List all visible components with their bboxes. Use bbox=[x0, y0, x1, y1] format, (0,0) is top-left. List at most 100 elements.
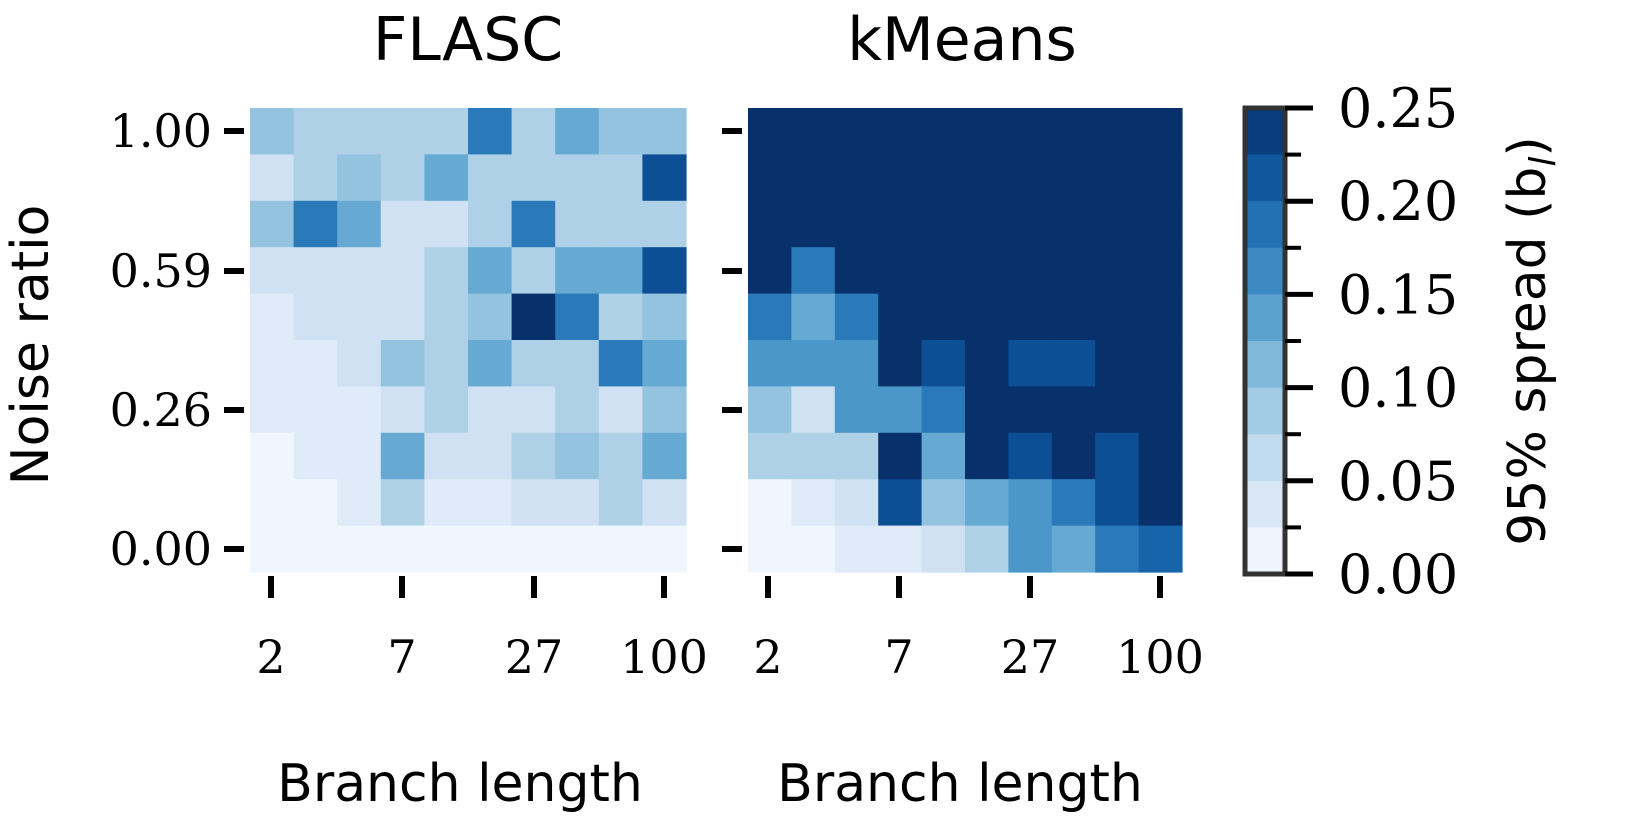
heatmap-cell bbox=[598, 479, 643, 527]
colorbar-tick-label: 0.20 bbox=[1338, 170, 1458, 233]
heatmap-cell bbox=[642, 432, 687, 480]
heatmap-cell bbox=[791, 479, 836, 527]
heatmap-cell bbox=[748, 154, 792, 202]
heatmap-cell bbox=[642, 247, 687, 295]
heatmap-cell bbox=[293, 432, 338, 480]
colorbar-band bbox=[1245, 527, 1285, 575]
heatmap-cell bbox=[598, 525, 643, 573]
colorbar-label: 95% spread (bl) bbox=[1498, 136, 1564, 545]
x-tick-label: 2 bbox=[256, 630, 285, 684]
heatmap-cell bbox=[642, 525, 687, 573]
heatmap-cell bbox=[380, 293, 425, 341]
heatmap-cell bbox=[1138, 386, 1183, 434]
heatmap-cell bbox=[1051, 293, 1096, 341]
colorbar-band bbox=[1245, 201, 1285, 249]
heatmap-cell bbox=[293, 479, 338, 527]
heatmap-cell bbox=[965, 386, 1009, 434]
heatmap-cell bbox=[424, 154, 469, 202]
heatmap-cell bbox=[921, 432, 966, 480]
heatmap-cell bbox=[511, 340, 556, 387]
colorbar-band bbox=[1245, 154, 1285, 202]
heatmap-cell bbox=[1138, 200, 1183, 248]
x-tick-label: 2 bbox=[753, 630, 782, 684]
heatmap-cell bbox=[791, 386, 836, 434]
heatmap-cell bbox=[791, 108, 836, 155]
heatmap-cell bbox=[965, 108, 1009, 155]
heatmap-cell bbox=[791, 432, 836, 480]
heatmap-cell bbox=[468, 247, 513, 295]
heatmap-cell bbox=[921, 525, 966, 573]
heatmap-cell bbox=[598, 386, 643, 434]
heatmap-cell bbox=[965, 525, 1009, 573]
heatmap-cell bbox=[921, 479, 966, 527]
heatmap-cell bbox=[834, 200, 879, 248]
x-ticks-flasc: 2 7 27 100 bbox=[256, 576, 708, 684]
heatmap-cell bbox=[424, 247, 469, 295]
heatmap-cell bbox=[555, 200, 600, 248]
heatmap-cell bbox=[791, 154, 836, 202]
x-axis-label-flasc: Branch length bbox=[277, 754, 643, 814]
heatmap-cell bbox=[250, 293, 295, 341]
heatmap-cell bbox=[1095, 247, 1140, 295]
panel-title-kmeans: kMeans bbox=[847, 5, 1076, 75]
heatmap-cell bbox=[380, 340, 425, 387]
heatmap-cell bbox=[1008, 293, 1053, 341]
heatmap-cell bbox=[748, 247, 792, 295]
heatmap-cell bbox=[250, 108, 295, 155]
heatmap-cell bbox=[878, 247, 923, 295]
heatmap-cell bbox=[965, 247, 1009, 295]
heatmap-cell bbox=[555, 432, 600, 480]
heatmap-cell bbox=[1138, 293, 1183, 341]
heatmap-cell bbox=[424, 293, 469, 341]
x-axis-label-kmeans: Branch length bbox=[777, 754, 1143, 814]
heatmap-cell bbox=[380, 154, 425, 202]
heatmap-cell bbox=[878, 108, 923, 155]
y-tick-label: 0.26 bbox=[110, 383, 212, 437]
heatmap-panel-kmeans: kMeans 2 7 27 100 Branch length bbox=[722, 5, 1204, 814]
colorbar: 0.00 0.05 0.10 0.15 0.20 0.25 95% spread (bl) bbox=[1242, 77, 1564, 606]
heatmap-cell bbox=[965, 340, 1009, 387]
heatmap-cell bbox=[878, 154, 923, 202]
heatmap-cell bbox=[1008, 340, 1053, 387]
heatmap-cell bbox=[642, 340, 687, 387]
heatmap-cell bbox=[1008, 432, 1053, 480]
heatmap-cell bbox=[598, 340, 643, 387]
heatmap-cell bbox=[834, 154, 879, 202]
heatmap-cell bbox=[598, 154, 643, 202]
heatmap-cell bbox=[642, 154, 687, 202]
x-ticks-kmeans: 2 7 27 100 bbox=[753, 576, 1204, 684]
heatmap-cell bbox=[1095, 108, 1140, 155]
heatmap-cell bbox=[555, 340, 600, 387]
heatmap-cell bbox=[748, 479, 792, 527]
heatmap-cell bbox=[380, 525, 425, 573]
heatmap-cell bbox=[380, 200, 425, 248]
heatmap-cell bbox=[555, 386, 600, 434]
heatmap-cell bbox=[834, 386, 879, 434]
heatmap-cell bbox=[1051, 479, 1096, 527]
colorbar-band bbox=[1245, 108, 1285, 156]
heatmap-cell bbox=[878, 525, 923, 573]
heatmap-cell bbox=[642, 293, 687, 341]
heatmap-cell bbox=[791, 293, 836, 341]
y-ticks-kmeans bbox=[722, 128, 742, 552]
heatmap-cell bbox=[293, 386, 338, 434]
heatmap-cell bbox=[380, 247, 425, 295]
colorbar-tick-label: 0.10 bbox=[1338, 357, 1458, 420]
colorbar-tick-label: 0.05 bbox=[1338, 450, 1458, 513]
heatmap-cell bbox=[555, 479, 600, 527]
heatmap-cell bbox=[1138, 525, 1183, 573]
heatmap-cell bbox=[1095, 340, 1140, 387]
heatmap-cell bbox=[1008, 108, 1053, 155]
heatmap-cell bbox=[1051, 525, 1096, 573]
heatmap-cell bbox=[748, 340, 792, 387]
heatmap-cell bbox=[791, 340, 836, 387]
heatmap-cell bbox=[337, 154, 382, 202]
heatmap-cell bbox=[642, 386, 687, 434]
heatmap-cell bbox=[878, 479, 923, 527]
heatmap-cell bbox=[293, 340, 338, 387]
heatmap-cell bbox=[250, 479, 295, 527]
heatmap-cell bbox=[293, 525, 338, 573]
heatmap-cell bbox=[748, 108, 792, 155]
heatmap-cell bbox=[1051, 386, 1096, 434]
heatmap-cell bbox=[965, 432, 1009, 480]
